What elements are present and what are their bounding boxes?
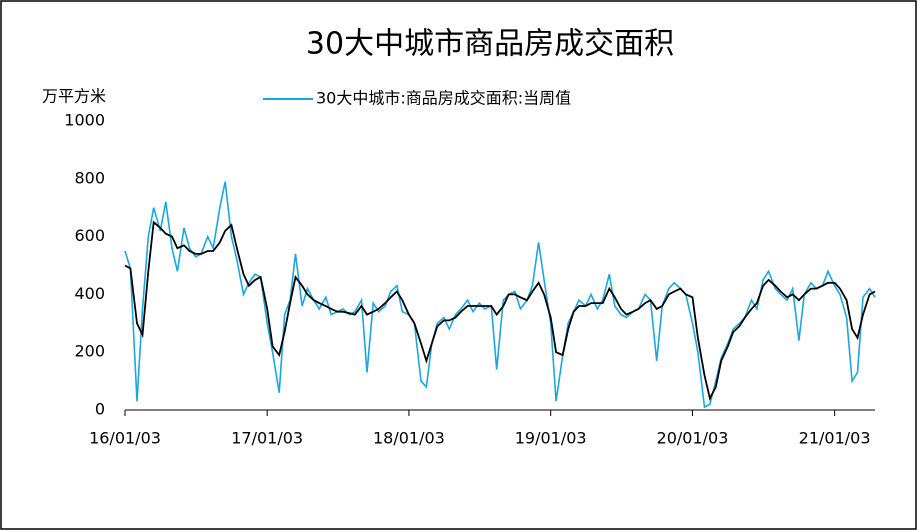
y-tick-label: 200: [74, 342, 105, 361]
y-tick-label: 400: [74, 284, 105, 303]
x-tick-label: 19/01/03: [515, 429, 587, 448]
x-tick-label: 17/01/03: [231, 429, 303, 448]
y-tick-label: 0: [95, 400, 105, 419]
series-line: [124, 181, 876, 409]
chart-title: 30大中城市商品房成交面积: [306, 27, 674, 62]
x-tick-label: 20/01/03: [657, 429, 729, 448]
legend-label: 30大中城市:商品房成交面积:当周值: [316, 89, 571, 108]
y-tick-label: 800: [74, 168, 105, 187]
x-tick-label: 21/01/03: [799, 429, 871, 448]
y-tick-label: 600: [74, 226, 105, 245]
x-tick-label: 16/01/03: [89, 429, 161, 448]
x-tick-label: 18/01/03: [373, 429, 445, 448]
y-axis-label: 万平方米: [42, 87, 106, 106]
y-tick-label: 1000: [64, 111, 105, 130]
series-line: [124, 220, 876, 401]
